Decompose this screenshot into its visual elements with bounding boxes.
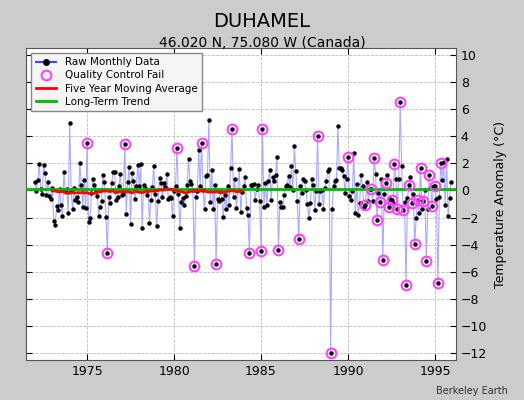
Text: DUHAMEL: DUHAMEL [213, 12, 311, 31]
Text: Berkeley Earth: Berkeley Earth [436, 386, 508, 396]
Legend: Raw Monthly Data, Quality Control Fail, Five Year Moving Average, Long-Term Tren: Raw Monthly Data, Quality Control Fail, … [31, 53, 202, 111]
Text: 46.020 N, 75.080 W (Canada): 46.020 N, 75.080 W (Canada) [159, 36, 365, 50]
Y-axis label: Temperature Anomaly (°C): Temperature Anomaly (°C) [494, 120, 507, 288]
